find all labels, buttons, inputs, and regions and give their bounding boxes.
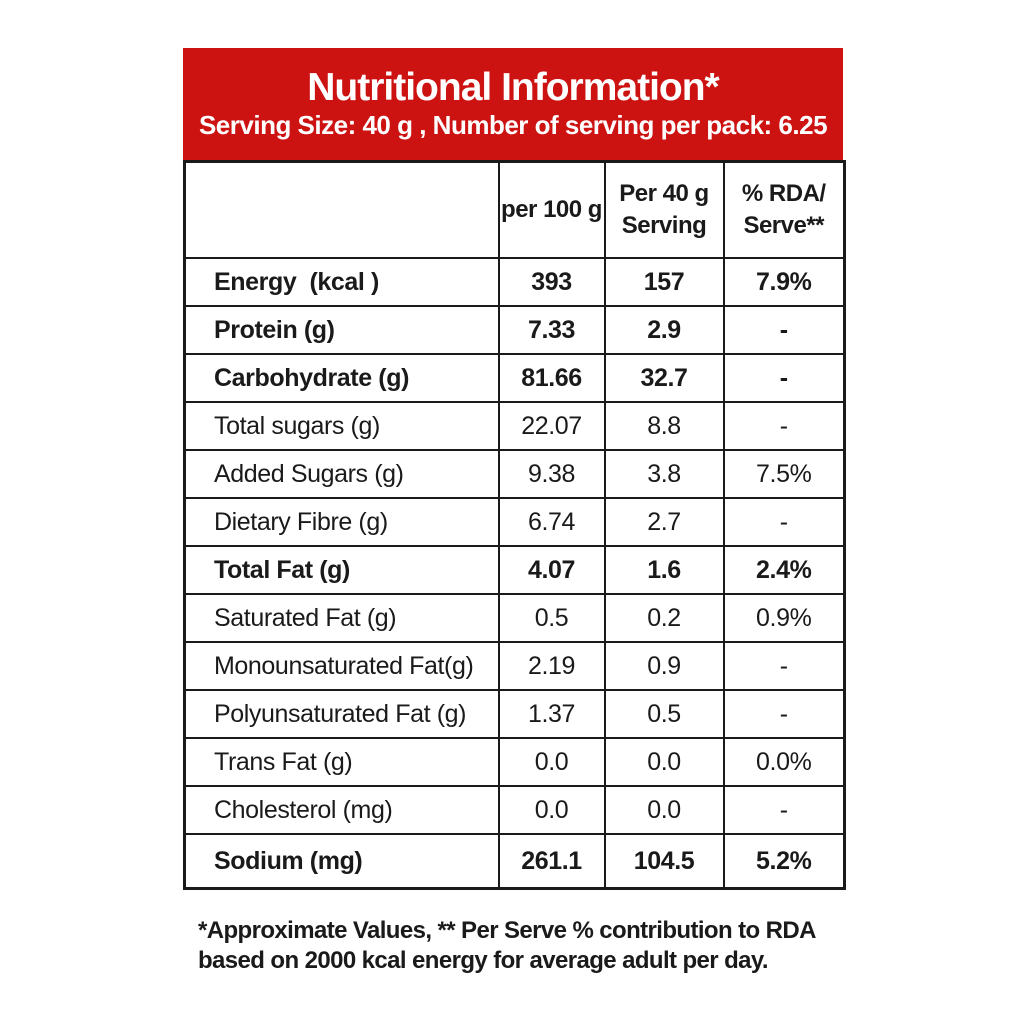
rda-value: - bbox=[722, 305, 846, 355]
rda-value: - bbox=[722, 497, 846, 547]
nutrient-label: Cholesterol (mg) bbox=[183, 785, 500, 835]
footnote-text: *Approximate Values, ** Per Serve % cont… bbox=[198, 917, 816, 975]
per-40g-value: 32.7 bbox=[603, 353, 725, 403]
rda-value: - bbox=[722, 401, 846, 451]
nutrient-label: Total sugars (g) bbox=[183, 401, 500, 451]
rda-value: 0.9% bbox=[722, 593, 846, 643]
table-row: Polyunsaturated Fat (g) 1.37 0.5 - bbox=[183, 689, 846, 739]
column-header-per-100g: per 100 g bbox=[497, 160, 606, 259]
per-100g-value: 2.19 bbox=[497, 641, 606, 691]
nutrient-label: Energy (kcal ) bbox=[183, 257, 500, 307]
table-row: Total sugars (g) 22.07 8.8 - bbox=[183, 401, 846, 451]
per-100g-value: 261.1 bbox=[497, 833, 606, 890]
per-100g-value: 0.5 bbox=[497, 593, 606, 643]
nutrient-label: Protein (g) bbox=[183, 305, 500, 355]
table-row: Monounsaturated Fat(g) 2.19 0.9 - bbox=[183, 641, 846, 691]
per-100g-value: 1.37 bbox=[497, 689, 606, 739]
per-100g-value: 81.66 bbox=[497, 353, 606, 403]
per-40g-value: 0.0 bbox=[603, 737, 725, 787]
nutrient-label: Sodium (mg) bbox=[183, 833, 500, 890]
nutrient-label: Dietary Fibre (g) bbox=[183, 497, 500, 547]
rda-value: - bbox=[722, 353, 846, 403]
per-40g-value: 0.0 bbox=[603, 785, 725, 835]
per-100g-value: 0.0 bbox=[497, 785, 606, 835]
rda-value: 5.2% bbox=[722, 833, 846, 890]
per-40g-value: 8.8 bbox=[603, 401, 725, 451]
nutrient-label: Total Fat (g) bbox=[183, 545, 500, 595]
rda-value: - bbox=[722, 785, 846, 835]
per-40g-value: 2.7 bbox=[603, 497, 725, 547]
per-40g-value: 157 bbox=[603, 257, 725, 307]
rda-value: 0.0% bbox=[722, 737, 846, 787]
table-row: Cholesterol (mg) 0.0 0.0 - bbox=[183, 785, 846, 835]
rda-value: 7.9% bbox=[722, 257, 846, 307]
table-row: Saturated Fat (g) 0.5 0.2 0.9% bbox=[183, 593, 846, 643]
nutrient-label: Carbohydrate (g) bbox=[183, 353, 500, 403]
nutrient-label: Polyunsaturated Fat (g) bbox=[183, 689, 500, 739]
per-100g-value: 22.07 bbox=[497, 401, 606, 451]
table-row: Total Fat (g) 4.07 1.6 2.4% bbox=[183, 545, 846, 595]
rda-value: - bbox=[722, 689, 846, 739]
serving-size-subtitle: Serving Size: 40 g , Number of serving p… bbox=[198, 110, 828, 141]
per-100g-value: 6.74 bbox=[497, 497, 606, 547]
per-40g-value: 0.2 bbox=[603, 593, 725, 643]
table-row: Carbohydrate (g) 81.66 32.7 - bbox=[183, 353, 846, 403]
rda-value: - bbox=[722, 641, 846, 691]
per-100g-value: 9.38 bbox=[497, 449, 606, 499]
nutrition-label-panel: Nutritional Information* Serving Size: 4… bbox=[183, 48, 846, 890]
nutrition-title: Nutritional Information* bbox=[307, 66, 719, 110]
table-row: Energy (kcal ) 393 157 7.9% bbox=[183, 257, 846, 307]
table-row: Protein (g) 7.33 2.9 - bbox=[183, 305, 846, 355]
column-header-per-40g-serving: Per 40 g Serving bbox=[603, 160, 725, 259]
table-row: Added Sugars (g) 9.38 3.8 7.5% bbox=[183, 449, 846, 499]
per-40g-value: 2.9 bbox=[603, 305, 725, 355]
rda-value: 7.5% bbox=[722, 449, 846, 499]
per-100g-value: 0.0 bbox=[497, 737, 606, 787]
per-40g-value: 0.5 bbox=[603, 689, 725, 739]
nutrient-label: Trans Fat (g) bbox=[183, 737, 500, 787]
table-header-row: per 100 g Per 40 g Serving % RDA/ Serve*… bbox=[183, 160, 846, 259]
table-row: Trans Fat (g) 0.0 0.0 0.0% bbox=[183, 737, 846, 787]
per-40g-value: 1.6 bbox=[603, 545, 725, 595]
column-header-blank bbox=[183, 160, 500, 259]
nutrient-label: Monounsaturated Fat(g) bbox=[183, 641, 500, 691]
nutrition-header: Nutritional Information* Serving Size: 4… bbox=[183, 48, 843, 160]
per-100g-value: 7.33 bbox=[497, 305, 606, 355]
nutrient-label: Saturated Fat (g) bbox=[183, 593, 500, 643]
rda-value: 2.4% bbox=[722, 545, 846, 595]
table-row: Sodium (mg) 261.1 104.5 5.2% bbox=[183, 833, 846, 890]
nutrient-label: Added Sugars (g) bbox=[183, 449, 500, 499]
per-40g-value: 104.5 bbox=[603, 833, 725, 890]
per-100g-value: 393 bbox=[497, 257, 606, 307]
nutrition-table: per 100 g Per 40 g Serving % RDA/ Serve*… bbox=[183, 160, 846, 890]
per-40g-value: 3.8 bbox=[603, 449, 725, 499]
per-100g-value: 4.07 bbox=[497, 545, 606, 595]
per-40g-value: 0.9 bbox=[603, 641, 725, 691]
column-header-rda-serve: % RDA/ Serve** bbox=[722, 160, 846, 259]
table-row: Dietary Fibre (g) 6.74 2.7 - bbox=[183, 497, 846, 547]
